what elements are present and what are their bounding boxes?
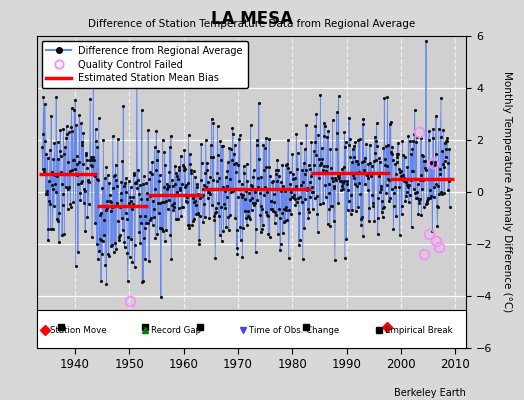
Text: Difference of Station Temperature Data from Regional Average: Difference of Station Temperature Data f… [88,19,415,29]
Text: Empirical Break: Empirical Break [385,326,452,335]
Bar [37,310,466,348]
Y-axis label: Monthly Temperature Anomaly Difference (°C): Monthly Temperature Anomaly Difference (… [502,71,512,313]
Text: LA MESA: LA MESA [211,10,292,28]
Text: Time of Obs. Change: Time of Obs. Change [249,326,339,335]
Legend: Difference from Regional Average, Quality Control Failed, Estimated Station Mean: Difference from Regional Average, Qualit… [41,41,248,88]
Text: Station Move: Station Move [50,326,107,335]
Text: Berkeley Earth: Berkeley Earth [395,388,466,398]
Text: Record Gap: Record Gap [151,326,201,335]
